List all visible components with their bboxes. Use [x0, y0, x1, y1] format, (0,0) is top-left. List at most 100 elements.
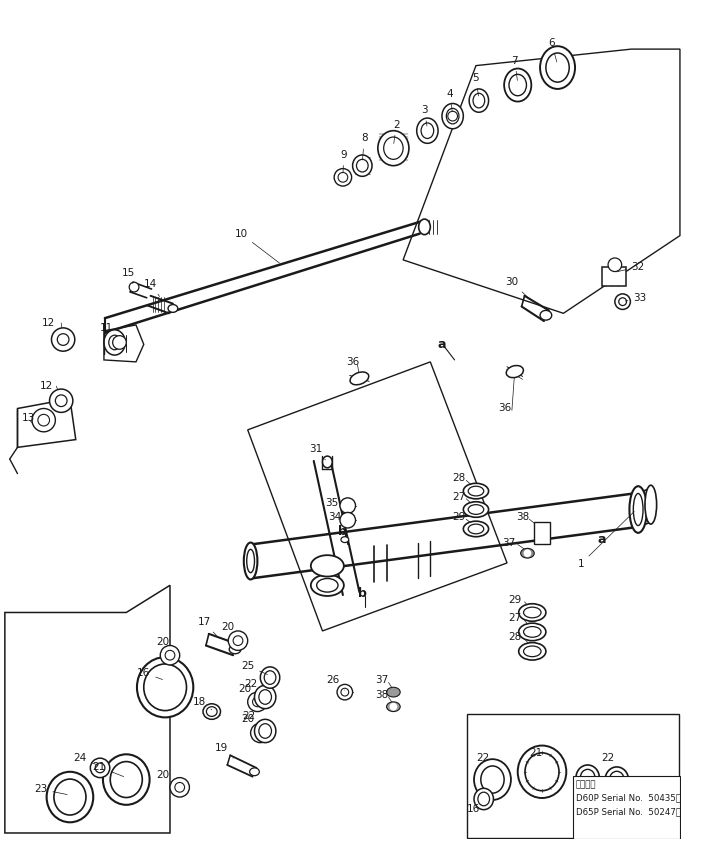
Circle shape	[175, 782, 184, 792]
Circle shape	[340, 498, 355, 513]
Ellipse shape	[254, 685, 276, 709]
Ellipse shape	[260, 667, 280, 688]
Ellipse shape	[478, 792, 489, 806]
Text: 29: 29	[508, 595, 522, 605]
Text: 4: 4	[447, 89, 453, 111]
Ellipse shape	[317, 579, 338, 592]
Ellipse shape	[463, 502, 489, 517]
Text: 8: 8	[361, 134, 367, 160]
Bar	[573, 775, 680, 839]
Text: 20: 20	[222, 622, 235, 632]
Text: 16: 16	[466, 803, 479, 814]
Circle shape	[229, 631, 247, 650]
Text: 37: 37	[503, 538, 516, 547]
Ellipse shape	[203, 704, 221, 719]
Circle shape	[170, 778, 189, 797]
Text: b: b	[358, 586, 367, 600]
Circle shape	[390, 703, 397, 711]
Circle shape	[608, 258, 622, 271]
Ellipse shape	[506, 366, 524, 378]
Ellipse shape	[103, 754, 149, 805]
Ellipse shape	[521, 548, 534, 558]
Ellipse shape	[206, 706, 217, 717]
Ellipse shape	[144, 664, 186, 711]
Text: 14: 14	[144, 279, 160, 296]
Circle shape	[337, 684, 353, 700]
Circle shape	[95, 763, 105, 773]
Text: 18: 18	[193, 697, 212, 710]
Ellipse shape	[469, 89, 489, 112]
Text: 9: 9	[341, 150, 347, 173]
Ellipse shape	[633, 494, 643, 526]
Ellipse shape	[311, 555, 344, 576]
Circle shape	[129, 283, 139, 292]
Ellipse shape	[259, 723, 271, 739]
Text: 36: 36	[498, 403, 512, 413]
Ellipse shape	[524, 626, 541, 637]
Circle shape	[255, 728, 265, 738]
Text: 6: 6	[548, 38, 557, 62]
Ellipse shape	[264, 671, 276, 684]
Circle shape	[338, 173, 348, 182]
Circle shape	[113, 335, 126, 349]
Text: 17: 17	[198, 617, 217, 636]
Text: 25: 25	[241, 661, 268, 675]
Circle shape	[233, 636, 243, 646]
Ellipse shape	[474, 759, 511, 800]
Ellipse shape	[378, 131, 409, 166]
Text: 38: 38	[516, 512, 529, 523]
Text: 21: 21	[529, 748, 543, 758]
Text: 12: 12	[42, 318, 55, 328]
Bar	[468, 713, 679, 838]
Ellipse shape	[525, 753, 559, 791]
Text: 13: 13	[21, 414, 34, 423]
Text: 24: 24	[73, 753, 97, 765]
Ellipse shape	[322, 456, 332, 468]
Text: 19: 19	[215, 744, 233, 758]
Circle shape	[32, 408, 55, 431]
Ellipse shape	[580, 769, 595, 785]
Ellipse shape	[350, 372, 369, 385]
Text: 28: 28	[508, 631, 522, 642]
Ellipse shape	[168, 305, 178, 312]
Ellipse shape	[609, 771, 624, 788]
Ellipse shape	[357, 159, 368, 172]
Ellipse shape	[504, 69, 531, 101]
Ellipse shape	[54, 779, 86, 815]
Text: 7: 7	[512, 56, 518, 80]
Text: 10: 10	[234, 229, 280, 263]
Ellipse shape	[629, 486, 647, 533]
Circle shape	[38, 414, 50, 426]
Text: 22: 22	[242, 711, 255, 722]
Ellipse shape	[353, 155, 372, 176]
Circle shape	[165, 650, 175, 660]
Text: 5: 5	[472, 73, 479, 96]
Circle shape	[250, 723, 270, 743]
Ellipse shape	[259, 689, 271, 705]
Text: 33: 33	[625, 293, 646, 303]
Ellipse shape	[519, 603, 546, 621]
Text: 23: 23	[34, 785, 67, 795]
Circle shape	[615, 294, 630, 310]
Ellipse shape	[110, 762, 142, 797]
Ellipse shape	[104, 330, 125, 355]
Text: 20: 20	[156, 637, 170, 647]
Text: 37: 37	[375, 676, 388, 685]
Text: 3: 3	[421, 106, 428, 126]
Text: b: b	[339, 525, 347, 539]
Text: D60P Serial No.  50435～: D60P Serial No. 50435～	[576, 793, 681, 802]
Circle shape	[55, 395, 67, 407]
Circle shape	[334, 168, 352, 186]
Text: 通用号機: 通用号機	[576, 780, 597, 789]
Text: a: a	[598, 533, 606, 546]
Ellipse shape	[463, 521, 489, 537]
Text: 22: 22	[601, 753, 615, 763]
Text: 12: 12	[40, 381, 53, 391]
Ellipse shape	[519, 623, 546, 641]
Ellipse shape	[254, 719, 276, 743]
Circle shape	[341, 688, 348, 696]
Text: 15: 15	[121, 267, 135, 283]
Ellipse shape	[442, 104, 463, 129]
Text: 22: 22	[476, 753, 489, 763]
Circle shape	[619, 298, 627, 306]
